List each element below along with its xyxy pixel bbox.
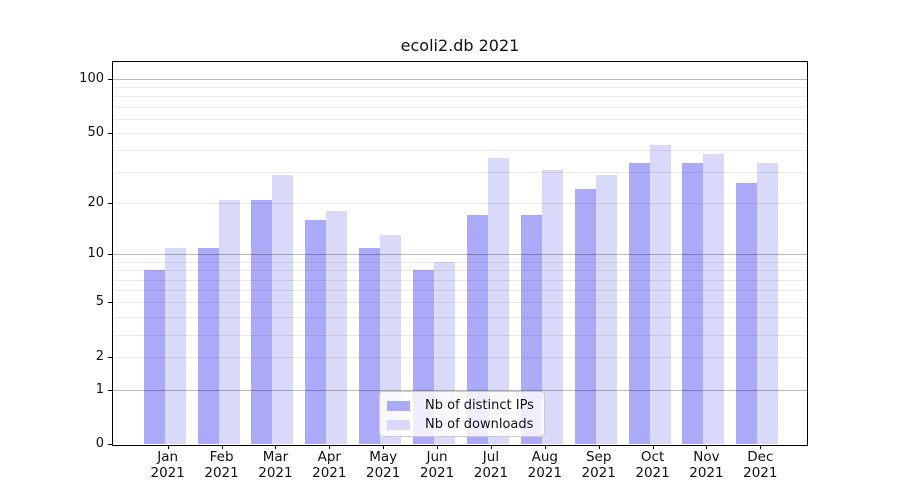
x-tick-label-may: May 2021 <box>366 449 401 481</box>
x-tick-may <box>383 445 385 449</box>
gridline-minor-y50 <box>113 132 807 134</box>
legend-item-distinct-ips: Nb of distinct IPs <box>380 396 544 415</box>
y-tick-label-100: 100 <box>79 70 104 86</box>
bar-downloads-jan <box>164 247 186 444</box>
gridline-minor-y90 <box>113 86 807 88</box>
legend-label-downloads: Nb of downloads <box>425 417 534 432</box>
bar-downloads-mar <box>272 174 294 444</box>
bar-downloads-aug <box>541 169 563 444</box>
bar-downloads-nov <box>703 154 725 444</box>
x-tick-label-aug: Aug 2021 <box>527 449 562 481</box>
y-tick-label-50: 50 <box>87 124 104 140</box>
bar-distinct-ips-aug <box>520 215 542 444</box>
legend-item-downloads: Nb of downloads <box>380 415 544 434</box>
gridline-major-y1 <box>113 389 807 391</box>
bar-downloads-oct <box>649 144 671 444</box>
x-tick-label-apr: Apr 2021 <box>312 449 347 481</box>
y-tick-20 <box>108 203 112 205</box>
y-tick-10 <box>108 254 112 256</box>
x-tick-aug <box>544 445 546 449</box>
y-tick-0 <box>108 444 112 445</box>
y-tick-5 <box>108 302 112 304</box>
bar-distinct-ips-mar <box>251 199 273 444</box>
gridline-minor-y60 <box>113 118 807 120</box>
x-tick-jun <box>437 445 439 449</box>
x-tick-label-oct: Oct 2021 <box>635 449 670 481</box>
y-tick-50 <box>108 132 112 134</box>
gridline-minor-y2 <box>113 357 807 359</box>
x-tick-label-mar: Mar 2021 <box>258 449 293 481</box>
legend: Nb of distinct IPs Nb of downloads <box>379 391 545 437</box>
bar-distinct-ips-apr <box>305 219 327 444</box>
bar-distinct-ips-nov <box>682 162 704 444</box>
gridline-minor-y8 <box>113 270 807 272</box>
bar-downloads-sep <box>595 174 617 444</box>
chart-title: ecoli2.db 2021 <box>400 36 520 55</box>
y-tick-2 <box>108 357 112 359</box>
y-tick-label-10: 10 <box>87 246 104 262</box>
gridline-minor-y30 <box>113 172 807 174</box>
y-tick-100 <box>108 78 112 80</box>
gridline-minor-y70 <box>113 106 807 108</box>
y-tick-1 <box>108 389 112 391</box>
x-tick-jul <box>490 445 492 449</box>
x-tick-label-dec: Dec 2021 <box>743 449 778 481</box>
gridline-minor-y6 <box>113 290 807 292</box>
gridline-minor-y7 <box>113 279 807 281</box>
y-tick-label-2: 2 <box>95 349 104 365</box>
legend-label-distinct-ips: Nb of distinct IPs <box>425 398 534 413</box>
x-tick-nov <box>706 445 708 449</box>
x-tick-dec <box>760 445 762 449</box>
gridline-minor-y9 <box>113 262 807 263</box>
y-tick-label-1: 1 <box>95 381 104 397</box>
bar-downloads-feb <box>218 199 240 444</box>
y-tick-label-5: 5 <box>95 294 104 310</box>
x-tick-label-nov: Nov 2021 <box>689 449 724 481</box>
gridline-minor-y20 <box>113 203 807 205</box>
gridline-minor-y5 <box>113 302 807 304</box>
x-tick-label-jan: Jan 2021 <box>150 449 185 481</box>
gridline-major-y100 <box>113 78 807 80</box>
gridline-minor-y4 <box>113 316 807 318</box>
x-tick-jan <box>167 445 169 449</box>
y-tick-label-0: 0 <box>95 436 104 451</box>
bar-distinct-ips-jan <box>143 270 165 444</box>
gridline-minor-y40 <box>113 150 807 152</box>
y-tick-label-20: 20 <box>87 195 104 211</box>
legend-swatch-distinct-ips <box>387 400 410 411</box>
x-tick-label-jun: Jun 2021 <box>419 449 455 481</box>
bar-distinct-ips-may <box>359 247 381 444</box>
bar-distinct-ips-sep <box>574 189 596 444</box>
legend-swatch-downloads <box>387 419 410 430</box>
x-tick-feb <box>221 445 223 449</box>
gridline-minor-y80 <box>113 96 807 98</box>
bar-downloads-dec <box>757 162 779 444</box>
bar-downloads-apr <box>326 211 348 444</box>
bar-downloads-jul <box>487 158 509 444</box>
x-tick-label-feb: Feb 2021 <box>204 449 239 481</box>
x-tick-apr <box>329 445 331 449</box>
x-tick-oct <box>652 445 654 449</box>
gridline-major-y10 <box>113 254 807 256</box>
x-tick-mar <box>275 445 277 449</box>
x-tick-label-jul: Jul 2021 <box>473 449 509 481</box>
x-tick-label-sep: Sep 2021 <box>581 449 616 481</box>
bar-distinct-ips-oct <box>628 162 650 444</box>
gridline-minor-y3 <box>113 334 807 336</box>
bar-distinct-ips-dec <box>736 183 758 444</box>
bar-distinct-ips-jul <box>466 215 488 444</box>
x-tick-sep <box>598 445 600 449</box>
bar-distinct-ips-feb <box>197 247 219 444</box>
